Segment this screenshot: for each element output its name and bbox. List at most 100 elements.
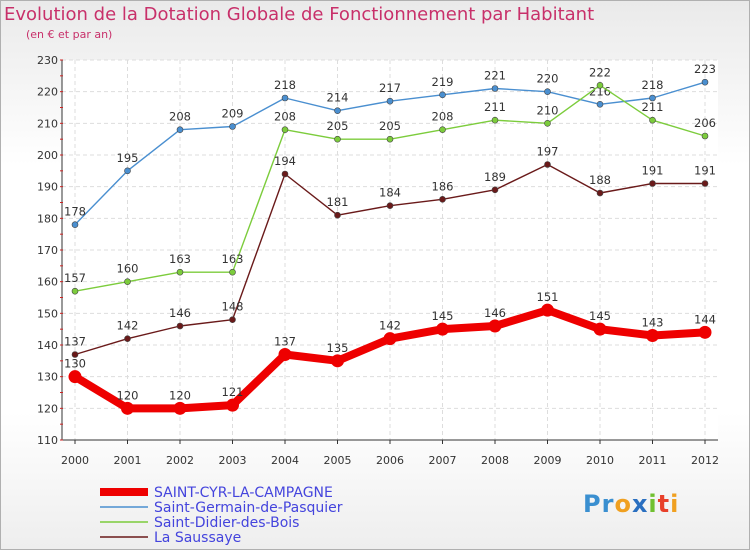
data-label-saint-germain-de-pasquier: 223 [694,62,716,76]
x-tick-label: 2000 [61,454,89,467]
chart-title: Evolution de la Dotation Globale de Fonc… [4,4,595,25]
y-tick-label: 150 [37,307,58,320]
data-point-la-saussaye [596,189,604,197]
data-label-la-saussaye: 191 [694,164,716,178]
data-point-saint-didier-des-bois [439,126,446,133]
data-point-saint-didier-des-bois [701,132,709,140]
data-point-la-saussaye [124,335,131,342]
data-point-la-saussaye [281,170,289,178]
x-tick-label: 2011 [639,454,667,467]
data-point-la-saussaye [386,202,394,209]
data-point-saint-germain-de-pasquier [649,94,656,102]
data-point-saint-didier-des-bois [386,135,394,143]
data-point-saint-didier-des-bois [281,126,289,133]
data-point-la-saussaye [544,161,551,168]
data-label-saint-didier-des-bois: 210 [537,103,559,117]
data-label-saint-germain-de-pasquier: 220 [537,72,559,86]
data-point-saint-cyr-la-campagne [488,319,502,333]
data-label-la-saussaye: 137 [64,335,86,349]
x-tick-label: 2012 [691,454,719,467]
y-tick-label: 180 [37,212,58,225]
y-tick-label: 200 [37,149,58,162]
data-point-saint-germain-de-pasquier [176,126,184,133]
data-label-saint-didier-des-bois: 163 [222,252,244,266]
data-point-la-saussaye [229,316,236,323]
y-tick-label: 210 [37,117,58,130]
data-label-saint-didier-des-bois: 205 [379,119,401,133]
data-label-saint-cyr-la-campagne: 121 [222,385,244,399]
data-label-saint-didier-des-bois: 211 [642,100,664,114]
data-label-saint-didier-des-bois: 163 [169,252,191,266]
data-point-la-saussaye [439,196,446,203]
data-point-saint-didier-des-bois [229,268,236,276]
data-label-saint-didier-des-bois: 205 [327,119,349,133]
legend-label-saint-germain-de-pasquier: Saint-Germain-de-Pasquier [154,500,343,516]
data-point-saint-germain-de-pasquier [334,107,341,114]
data-point-saint-didier-des-bois [649,116,656,124]
y-tick-label: 230 [37,54,58,67]
x-tick-label: 2010 [586,454,614,467]
data-label-saint-cyr-la-campagne: 151 [537,290,559,304]
data-label-saint-cyr-la-campagne: 145 [432,309,454,323]
legend-label-saint-cyr-la-campagne: SAINT-CYR-LA-CAMPAGNE [154,485,333,501]
data-point-saint-cyr-la-campagne [278,348,292,361]
x-tick-label: 2002 [166,454,194,467]
y-tick-label: 170 [37,244,58,257]
data-point-la-saussaye [176,322,184,330]
data-point-saint-cyr-la-campagne [383,332,397,346]
data-point-la-saussaye [649,180,656,187]
data-point-saint-cyr-la-campagne [226,398,239,412]
data-point-saint-didier-des-bois [334,135,341,143]
y-tick-label: 140 [37,339,58,352]
x-tick-label: 2003 [219,454,247,467]
data-label-saint-didier-des-bois: 160 [117,262,139,276]
data-point-saint-germain-de-pasquier [386,97,394,105]
y-tick-label: 220 [37,86,58,99]
data-label-saint-cyr-la-campagne: 120 [169,388,191,402]
data-point-saint-didier-des-bois [596,82,604,89]
data-point-saint-cyr-la-campagne [68,370,82,384]
data-point-la-saussaye [334,211,341,219]
x-tick-label: 2006 [376,454,404,467]
data-label-saint-germain-de-pasquier: 209 [222,107,244,121]
data-point-saint-cyr-la-campagne [593,322,607,336]
data-point-la-saussaye [491,186,499,194]
data-label-saint-germain-de-pasquier: 221 [484,69,506,83]
data-point-saint-cyr-la-campagne [646,329,659,342]
data-point-la-saussaye [71,351,79,358]
data-point-saint-didier-des-bois [491,116,499,124]
data-point-saint-germain-de-pasquier [544,88,551,95]
x-tick-label: 2005 [324,454,352,467]
data-label-saint-didier-des-bois: 206 [694,116,716,130]
y-tick-label: 130 [37,371,58,384]
data-label-saint-cyr-la-campagne: 143 [642,316,664,330]
data-point-saint-cyr-la-campagne [331,354,344,368]
data-point-saint-cyr-la-campagne [541,303,554,317]
data-label-la-saussaye: 184 [379,186,401,200]
data-point-saint-didier-des-bois [124,278,131,285]
data-point-saint-germain-de-pasquier [701,78,709,86]
y-tick-label: 160 [37,276,58,289]
data-label-la-saussaye: 181 [327,195,349,209]
data-point-saint-germain-de-pasquier [439,91,446,99]
data-point-saint-germain-de-pasquier [491,85,499,92]
data-label-saint-germain-de-pasquier: 218 [642,78,664,92]
data-label-saint-cyr-la-campagne: 145 [589,309,611,323]
data-label-saint-didier-des-bois: 208 [274,110,296,124]
data-label-saint-cyr-la-campagne: 120 [117,388,139,402]
y-tick-label: 120 [37,402,58,415]
logo-part-i2: i [670,490,680,518]
x-tick-label: 2004 [271,454,299,467]
data-label-saint-cyr-la-campagne: 130 [64,357,86,371]
data-label-saint-germain-de-pasquier: 217 [379,81,401,95]
logo-part-o: o [614,490,632,518]
x-tick-label: 2007 [429,454,457,467]
data-point-saint-didier-des-bois [544,120,551,127]
data-label-la-saussaye: 146 [169,306,191,320]
logo-part-i: i [648,490,658,518]
data-label-la-saussaye: 188 [589,173,611,187]
data-label-saint-germain-de-pasquier: 216 [589,84,611,98]
logo-part-pr: Pr [583,490,615,518]
data-point-saint-cyr-la-campagne [173,401,187,415]
